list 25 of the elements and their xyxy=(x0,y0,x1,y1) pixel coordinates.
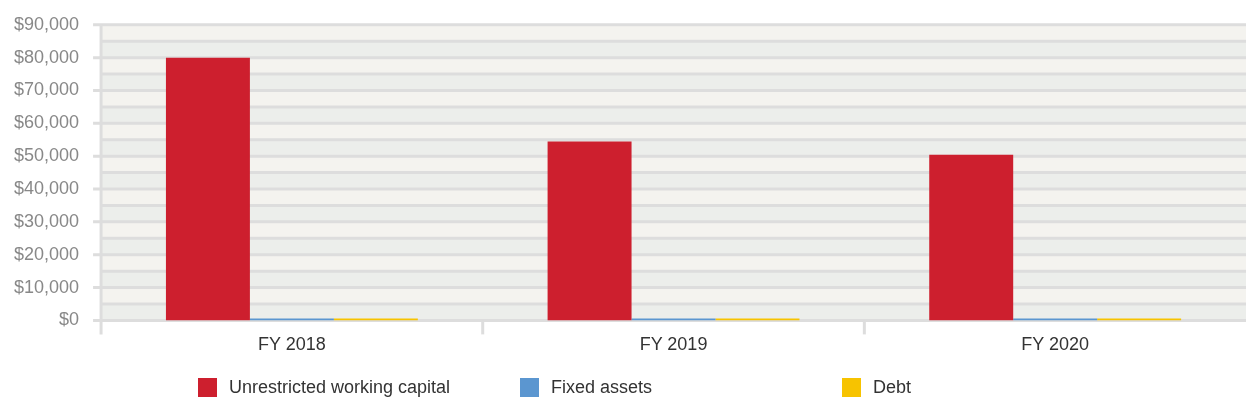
y-tick-label: $20,000 xyxy=(13,243,80,264)
y-tick-label: $40,000 xyxy=(13,177,80,198)
y-tick-label: $80,000 xyxy=(13,46,80,67)
legend-label: Unrestricted working capital xyxy=(229,376,451,398)
y-tick-label: $70,000 xyxy=(13,79,80,100)
x-tick-label: FY 2018 xyxy=(258,334,326,355)
legend-label: Fixed assets xyxy=(551,376,653,398)
bar xyxy=(333,318,418,321)
y-tick-label: $90,000 xyxy=(13,13,80,34)
y-tick-label: $30,000 xyxy=(13,210,80,231)
bar xyxy=(249,318,334,321)
bar xyxy=(631,318,716,321)
bar xyxy=(547,141,632,321)
bar xyxy=(165,57,250,321)
y-tick-label: $10,000 xyxy=(13,276,80,297)
bar xyxy=(929,154,1014,321)
bar xyxy=(1097,318,1182,321)
x-tick-label: FY 2019 xyxy=(639,334,708,355)
y-tick-label: $60,000 xyxy=(13,112,80,133)
bar xyxy=(1013,318,1098,321)
bar xyxy=(715,318,800,321)
x-tick-label: FY 2020 xyxy=(1021,334,1090,355)
y-tick-label: $50,000 xyxy=(13,145,80,166)
legend-label: Debt xyxy=(873,376,912,398)
y-tick-label: $0 xyxy=(59,309,80,330)
